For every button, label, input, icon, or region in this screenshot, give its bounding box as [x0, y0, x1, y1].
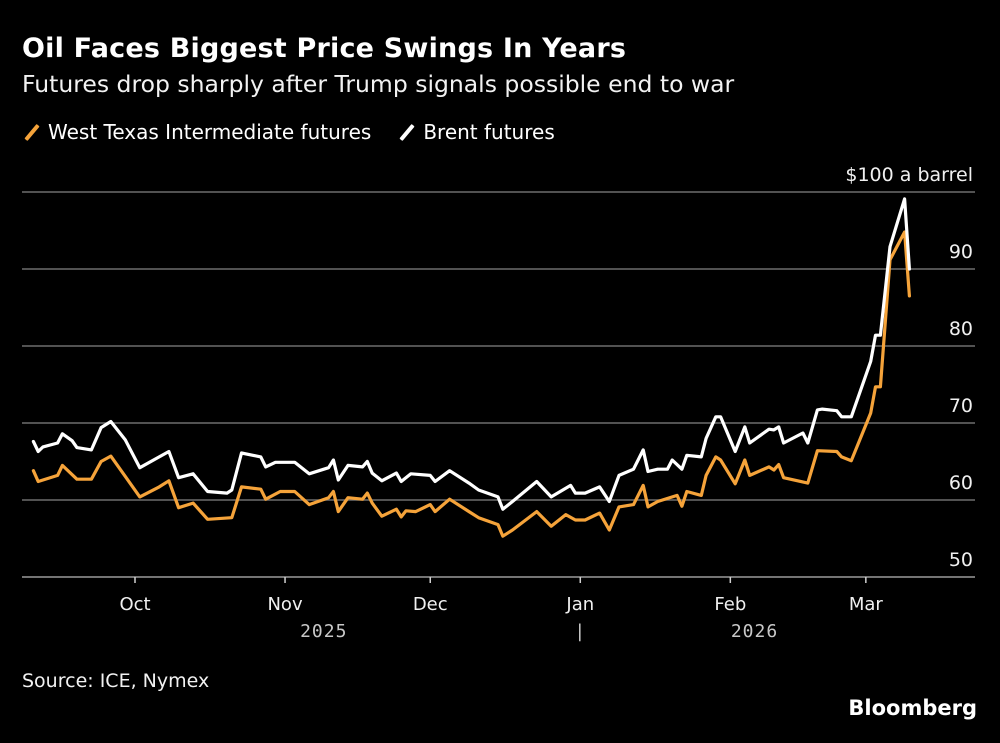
legend-item-wti: West Texas Intermediate futures — [22, 120, 371, 144]
legend: West Texas Intermediate futures Brent fu… — [22, 120, 581, 144]
brent-series-line — [31, 197, 912, 511]
chart-subtitle: Futures drop sharply after Trump signals… — [22, 70, 735, 98]
chart-title: Oil Faces Biggest Price Swings In Years — [22, 33, 627, 64]
y-top-label: $100 a barrel — [845, 164, 973, 186]
bloomberg-logo: Bloomberg — [848, 696, 977, 720]
legend-label-brent: Brent futures — [423, 120, 555, 144]
x-year-label: | — [574, 621, 586, 642]
x-year-label: 2026 — [731, 621, 778, 642]
x-tick-label: Nov — [267, 594, 302, 615]
legend-label-wti: West Texas Intermediate futures — [48, 120, 372, 144]
x-tick-label: Dec — [413, 594, 448, 615]
source-note: Source: ICE, Nymex — [22, 670, 210, 692]
x-tick-label: Feb — [714, 594, 746, 615]
y-tick-label: 90 — [949, 241, 973, 263]
x-tick-label: Oct — [119, 594, 150, 615]
y-tick-label: 70 — [949, 395, 973, 417]
y-tick-label: 60 — [949, 472, 973, 494]
x-tick-label: Jan — [565, 594, 594, 615]
legend-item-brent: Brent futures — [397, 120, 555, 144]
x-tick-label: Mar — [849, 594, 884, 615]
x-year-label: 2025 — [300, 621, 347, 642]
y-tick-label: 50 — [949, 549, 973, 571]
y-tick-label: 80 — [949, 318, 973, 340]
wti-series-line — [31, 230, 912, 538]
